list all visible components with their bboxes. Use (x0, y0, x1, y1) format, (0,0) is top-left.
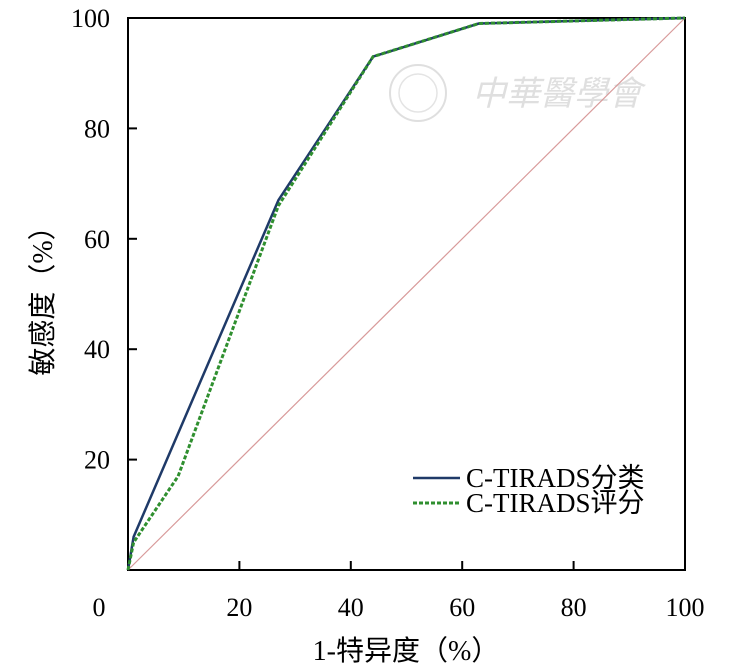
x-tick-label: 0 (93, 593, 106, 622)
x-tick-label: 80 (561, 593, 587, 622)
x-tick-label: 40 (338, 593, 364, 622)
x-tick-label: 100 (666, 593, 705, 622)
y-tick-label: 20 (84, 446, 110, 475)
y-axis-title: 敏感度（%） (27, 212, 59, 375)
watermark-text: 中華醫學會 (472, 74, 647, 114)
legend: C-TIRADS分类 C-TIRADS评分 (413, 463, 645, 518)
watermark-seal-inner (399, 74, 437, 112)
y-tick-label: 60 (84, 225, 110, 254)
legend-label-series-2: C-TIRADS评分 (466, 488, 645, 518)
x-axis-title: 1-特异度（%） (313, 635, 500, 667)
y-tick-label: 40 (84, 335, 110, 364)
x-tick-label: 60 (449, 593, 475, 622)
watermark: 中華醫學會 (390, 65, 647, 121)
y-tick-label: 100 (71, 4, 110, 33)
y-tick-label: 80 (84, 114, 110, 143)
x-tick-label: 20 (226, 593, 252, 622)
